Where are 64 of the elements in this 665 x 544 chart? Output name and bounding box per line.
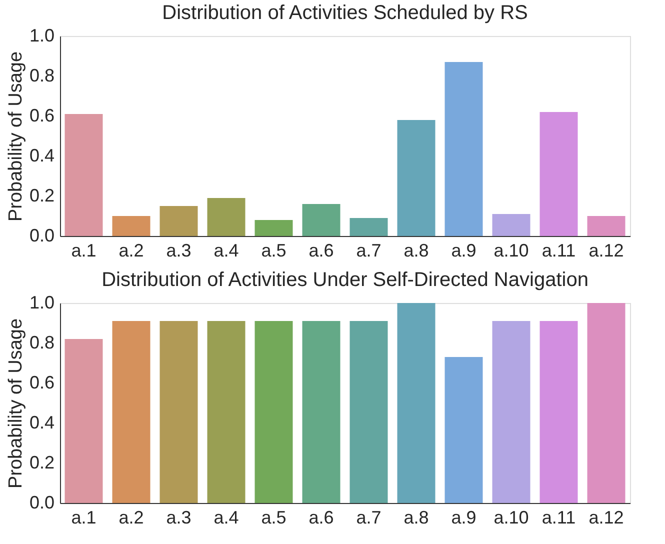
y-tick-label: 0.4 xyxy=(29,146,54,166)
bar xyxy=(444,357,483,503)
x-tick-label: a.8 xyxy=(404,240,429,260)
x-tick-label: a.5 xyxy=(261,508,286,528)
x-tick-label: a.4 xyxy=(214,508,239,528)
y-axis-title: Probability of Usage xyxy=(5,51,26,222)
bar xyxy=(160,321,198,503)
bar xyxy=(254,321,293,503)
x-tick-label: a.7 xyxy=(356,240,382,260)
bar xyxy=(397,120,436,236)
bar xyxy=(444,62,483,236)
y-tick-label: 0.4 xyxy=(29,412,54,432)
x-tick-label: a.1 xyxy=(71,508,96,528)
bar xyxy=(207,321,246,503)
bar xyxy=(350,218,388,236)
y-tick-label: 0.2 xyxy=(29,452,54,472)
bar xyxy=(397,303,436,503)
bar xyxy=(350,321,388,503)
x-tick-label: a.2 xyxy=(118,240,144,260)
x-tick-label: a.6 xyxy=(308,240,334,260)
x-tick-label: a.3 xyxy=(166,508,192,528)
bar xyxy=(160,206,198,236)
x-tick-label: a.12 xyxy=(588,508,624,528)
x-tick-label: a.12 xyxy=(588,240,624,260)
bar xyxy=(492,214,530,236)
y-tick-label: 0.8 xyxy=(29,66,54,86)
x-tick-label: a.11 xyxy=(542,508,576,528)
y-tick-label: 0.2 xyxy=(29,186,54,206)
x-tick-label: a.8 xyxy=(404,508,429,528)
bar xyxy=(587,303,626,503)
bar xyxy=(64,114,103,236)
bar xyxy=(207,198,246,236)
y-tick-label: 0.6 xyxy=(29,106,54,126)
x-tick-label: a.3 xyxy=(166,240,192,260)
y-tick-label: 0.8 xyxy=(29,332,54,352)
x-tick-label: a.1 xyxy=(71,240,96,260)
y-tick-label: 0.0 xyxy=(29,492,54,512)
chart-title: Distribution of Activities Under Self-Directed Navigation xyxy=(102,269,588,291)
x-tick-label: a.5 xyxy=(261,240,286,260)
y-axis-title: Probability of Usage xyxy=(5,318,26,489)
bar xyxy=(540,112,578,236)
bar xyxy=(302,321,340,503)
bar xyxy=(492,321,530,503)
bar xyxy=(112,321,150,503)
x-tick-label: a.7 xyxy=(356,508,382,528)
y-tick-label: 0.6 xyxy=(29,372,54,392)
x-tick-label: a.9 xyxy=(451,508,476,528)
x-tick-label: a.4 xyxy=(214,240,239,260)
bar xyxy=(64,339,103,503)
bar xyxy=(254,220,293,236)
bar xyxy=(112,216,150,236)
x-tick-label: a.11 xyxy=(542,240,576,260)
x-tick-label: a.9 xyxy=(451,240,476,260)
y-tick-label: 0.0 xyxy=(29,226,54,246)
x-tick-label: a.10 xyxy=(494,240,529,260)
bar xyxy=(540,321,578,503)
x-tick-label: a.6 xyxy=(308,508,334,528)
bar xyxy=(587,216,626,236)
x-tick-label: a.10 xyxy=(494,508,529,528)
y-tick-label: 1.0 xyxy=(29,26,54,46)
y-tick-label: 1.0 xyxy=(29,292,54,312)
chart-title: Distribution of Activities Scheduled by RS xyxy=(162,2,528,24)
bar xyxy=(302,204,340,236)
x-tick-label: a.2 xyxy=(118,508,144,528)
